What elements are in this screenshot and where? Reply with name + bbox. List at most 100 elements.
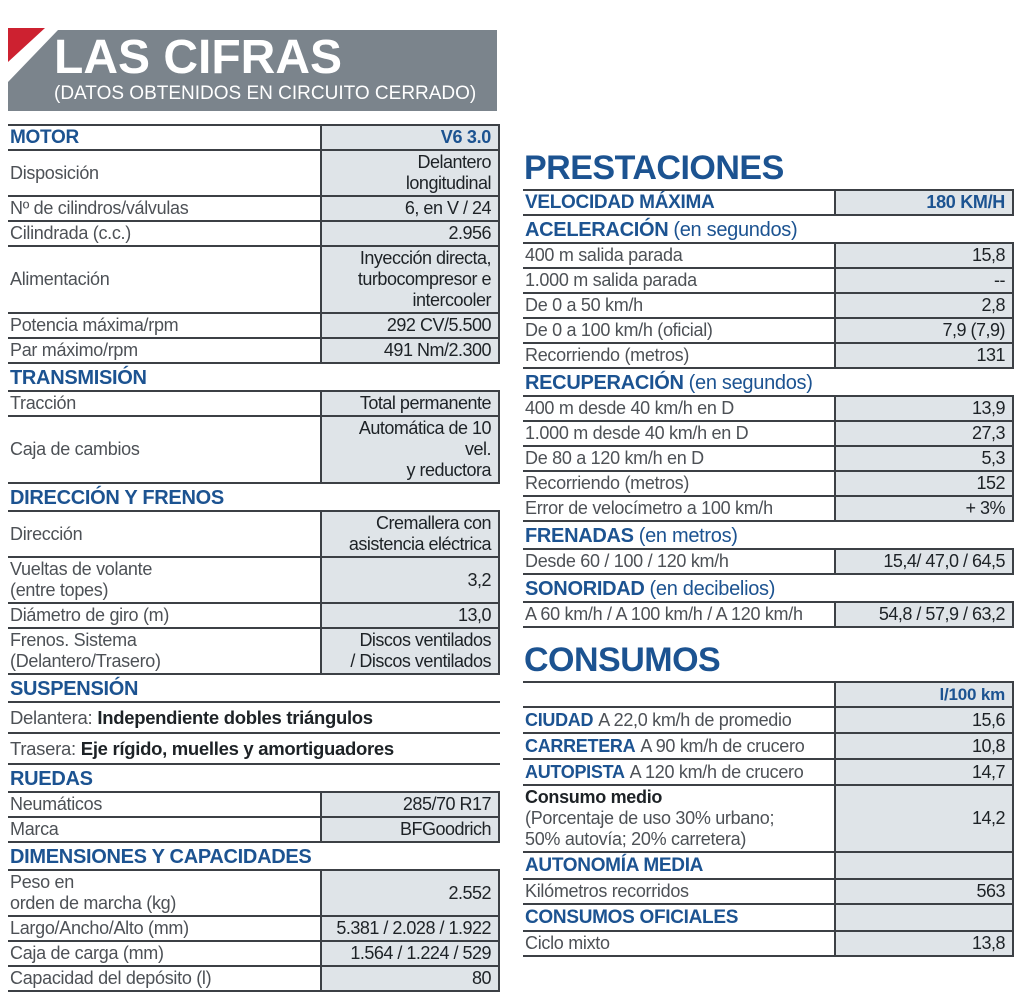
spec-row: Peso en orden de marcha (kg) 2.552: [8, 871, 500, 917]
spec-label: CIUDAD A 22,0 km/h de promedio: [523, 708, 834, 732]
spec-label: Tracción: [10, 393, 76, 413]
masthead-title: LAS CIFRAS: [54, 31, 342, 84]
spec-row: Recorriendo (metros) 152: [523, 472, 1014, 497]
spec-value: 5.381 / 2.028 / 1.922: [320, 917, 500, 940]
spec-value: 285/70 R17: [320, 793, 500, 816]
section-sonoridad-header: SONORIDAD (en decibelios): [523, 575, 1014, 603]
spec-label: 1.000 m desde 40 km/h en D: [525, 423, 749, 443]
spec-value: 7,9 (7,9): [834, 319, 1014, 342]
consumos-title: CONSUMOS: [523, 642, 1014, 683]
spec-value: Inyección directa, turbocompresor e inte…: [320, 247, 500, 312]
spec-label: Largo/Ancho/Alto (mm): [10, 918, 189, 938]
spec-label: Error de velocímetro a 100 km/h: [525, 498, 773, 518]
section-title: ACELERACIÓN: [525, 219, 669, 241]
spec-label-rest: A 120 km/h de crucero: [629, 761, 804, 782]
spec-label: 400 m salida parada: [525, 245, 683, 265]
spec-row: Dirección Cremallera con asistencia eléc…: [8, 512, 500, 558]
section-title: SONORIDAD: [525, 578, 645, 600]
section-recuperacion-header: RECUPERACIÓN (en segundos): [523, 369, 1014, 397]
section-title: RECUPERACIÓN: [525, 372, 684, 394]
spec-label: Diámetro de giro (m): [10, 605, 170, 625]
spec-row: Vueltas de volante (entre topes) 3,2: [8, 558, 500, 604]
spec-row: Ciclo mixto 13,8: [523, 932, 1014, 957]
spec-label: Recorriendo (metros): [525, 473, 690, 493]
spec-label: Kilómetros recorridos: [525, 881, 689, 901]
spec-value: 180 KM/H: [834, 191, 1014, 214]
right-column: PRESTACIONES VELOCIDAD MÁXIMA 180 KM/H A…: [523, 150, 1014, 957]
spec-label: De 0 a 50 km/h: [525, 295, 643, 315]
spec-value: 2.956: [320, 222, 500, 245]
section-transmision-header: TRANSMISIÓN: [8, 364, 500, 392]
empty-label-cell: [523, 683, 834, 706]
spec-label: Dirección: [10, 523, 83, 544]
spec-row: 400 m salida parada 15,8: [523, 244, 1014, 269]
empty-value-cell: [834, 853, 1014, 878]
spec-label: Ciclo mixto: [525, 933, 610, 953]
spec-value: 15,8: [834, 244, 1014, 267]
spec-label: Alimentación: [10, 269, 110, 289]
prestaciones-table: PRESTACIONES VELOCIDAD MÁXIMA 180 KM/H A…: [523, 150, 1014, 628]
spec-label: Desde 60 / 100 / 120 km/h: [525, 551, 729, 571]
spec-value: Independiente dobles triángulos: [97, 707, 373, 728]
spec-label: Nº de cilindros/válvulas: [10, 198, 189, 218]
spec-row: Caja de cambios Automática de 10 vel. y …: [8, 417, 500, 484]
spec-row: Tracción Total permanente: [8, 392, 500, 417]
spec-row: 400 m desde 40 km/h en D 13,9: [523, 397, 1014, 422]
spec-label: A 60 km/h / A 100 km/h / A 120 km/h: [525, 604, 803, 624]
spec-label: VELOCIDAD MÁXIMA: [525, 192, 715, 213]
masthead: LAS CIFRAS (DATOS OBTENIDOS EN CIRCUITO …: [8, 28, 500, 111]
section-title: CONSUMOS OFICIALES: [525, 907, 739, 928]
spec-row: Alimentación Inyección directa, turbocom…: [8, 247, 500, 314]
spec-row-full: Delantera: Independiente dobles triángulo…: [8, 703, 500, 734]
spec-label: Caja de carga (mm): [10, 943, 164, 963]
spec-value: + 3%: [834, 497, 1014, 520]
spec-label: Potencia máxima/rpm: [10, 315, 179, 335]
spec-label-keyword: AUTOPISTA: [525, 761, 625, 782]
spec-row: De 0 a 100 km/h (oficial) 7,9 (7,9): [523, 319, 1014, 344]
spec-value: BFGoodrich: [320, 818, 500, 841]
spec-value: 563: [834, 880, 1014, 903]
spec-value: 10,8: [834, 734, 1014, 758]
spec-value: 27,3: [834, 422, 1014, 445]
engine-version-value: V6 3.0: [320, 126, 500, 149]
spec-value: 13,8: [834, 932, 1014, 955]
spec-label: Cilindrada (c.c.): [10, 223, 131, 243]
spec-label-rest: A 90 km/h de crucero: [640, 735, 805, 756]
consumos-table: CONSUMOS l/100 km CIUDAD A 22,0 km/h de p…: [523, 642, 1014, 957]
spec-label: Frenos. Sistema (Delantero/Trasero): [10, 630, 161, 671]
spec-row: Desde 60 / 100 / 120 km/h 15,4/ 47,0 / 6…: [523, 550, 1014, 575]
empty-value-cell: [834, 905, 1014, 930]
spec-row: De 0 a 50 km/h 2,8: [523, 294, 1014, 319]
spec-value: 80: [320, 967, 500, 990]
vmax-row: VELOCIDAD MÁXIMA 180 KM/H: [523, 191, 1014, 216]
spec-label: Delantera:: [10, 707, 93, 728]
spec-value: 15,4/ 47,0 / 64,5: [834, 550, 1014, 573]
consumo-medio-row: Consumo medio (Porcentaje de uso 30% urb…: [523, 786, 1014, 853]
section-autonomia-header-row: AUTONOMÍA MEDIA: [523, 853, 1014, 880]
spec-row: Largo/Ancho/Alto (mm) 5.381 / 2.028 / 1.…: [8, 917, 500, 942]
spec-row: Neumáticos 285/70 R17: [8, 793, 500, 818]
section-title: FRENADAS: [525, 525, 634, 547]
spec-value: --: [834, 269, 1014, 292]
consumo-medio-note: (Porcentaje de uso 30% urbano; 50% autov…: [525, 808, 775, 849]
spec-value: 5,3: [834, 447, 1014, 470]
specs-table: MOTOR V6 3.0 Disposición Delantero longi…: [8, 124, 500, 992]
spec-row: Capacidad del depósito (l) 80: [8, 967, 500, 992]
section-title: AUTONOMÍA MEDIA: [525, 855, 704, 876]
section-motor-header-row: MOTOR V6 3.0: [8, 126, 500, 151]
spec-value: 13,9: [834, 397, 1014, 420]
spec-row: Potencia máxima/rpm 292 CV/5.500: [8, 314, 500, 339]
spec-value: Automática de 10 vel. y reductora: [320, 417, 500, 482]
spec-label: Disposición: [10, 162, 99, 183]
masthead-plate: LAS CIFRAS (DATOS OBTENIDOS EN CIRCUITO …: [8, 30, 497, 111]
spec-label: Par máximo/rpm: [10, 340, 138, 360]
unit-label: l/100 km: [834, 683, 1014, 706]
spec-label: Capacidad del depósito (l): [10, 968, 212, 988]
spec-row-full: Trasera: Eje rígido, muelles y amortiguad…: [8, 734, 500, 765]
spec-value: 13,0: [320, 604, 500, 627]
spec-value: 6, en V / 24: [320, 197, 500, 220]
masthead-subtitle: (DATOS OBTENIDOS EN CIRCUITO CERRADO): [54, 83, 477, 104]
unit-header-row: l/100 km: [523, 683, 1014, 708]
section-unit: (en segundos): [688, 372, 813, 394]
spec-value: 1.564 / 1.224 / 529: [320, 942, 500, 965]
